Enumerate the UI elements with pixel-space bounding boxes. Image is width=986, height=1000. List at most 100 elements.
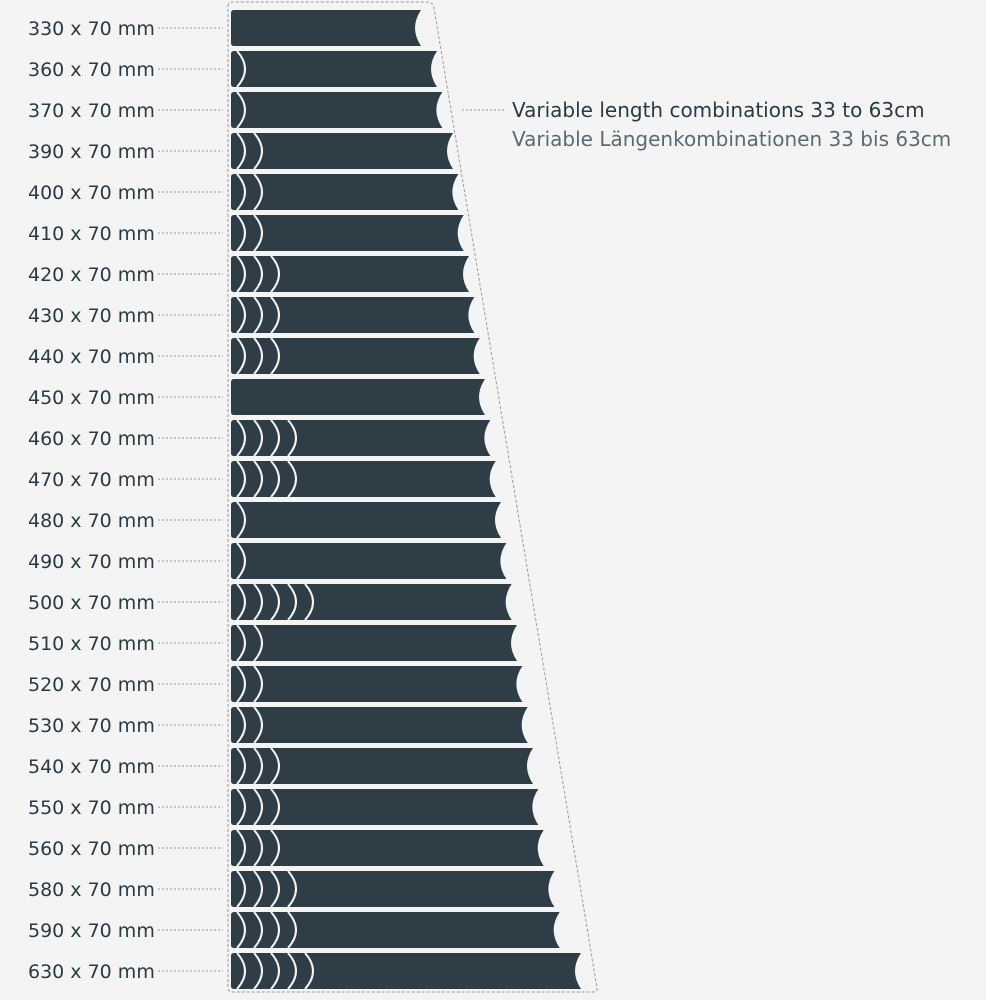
segment-joint xyxy=(236,952,246,990)
segment-joint xyxy=(253,419,263,457)
strip xyxy=(231,666,523,702)
segment-joint xyxy=(236,870,246,908)
segment-joint xyxy=(253,583,263,621)
strip xyxy=(231,133,453,169)
segment-joint xyxy=(236,501,246,539)
strip xyxy=(231,789,539,825)
segment-joint xyxy=(253,337,263,375)
row-label: 360 x 70 mm xyxy=(28,59,155,81)
segment-joint xyxy=(253,214,263,252)
segment-joint xyxy=(253,829,263,867)
segment-joint xyxy=(253,460,263,498)
segment-joint xyxy=(236,583,246,621)
segment-joint xyxy=(304,952,314,990)
segment-joint xyxy=(304,583,314,621)
row-label: 560 x 70 mm xyxy=(28,838,155,860)
segment-joint xyxy=(253,870,263,908)
strip xyxy=(231,748,533,784)
row-label: 460 x 70 mm xyxy=(28,428,155,450)
row-label: 390 x 70 mm xyxy=(28,141,155,163)
segment-joint xyxy=(253,296,263,334)
segment-joint xyxy=(287,911,297,949)
segment-joint xyxy=(253,706,263,744)
segment-joint xyxy=(236,665,246,703)
segment-joint xyxy=(236,337,246,375)
row-label: 520 x 70 mm xyxy=(28,674,155,696)
segment-joint xyxy=(236,706,246,744)
strip xyxy=(231,338,480,374)
strip xyxy=(231,543,507,579)
segment-joint xyxy=(287,419,297,457)
row-label: 550 x 70 mm xyxy=(28,797,155,819)
segment-joint xyxy=(253,665,263,703)
strip xyxy=(231,51,437,87)
strip xyxy=(231,420,491,456)
segment-joint xyxy=(270,788,280,826)
strip xyxy=(231,297,475,333)
segment-joint xyxy=(253,624,263,662)
strip xyxy=(231,625,517,661)
segment-joint xyxy=(236,419,246,457)
strip xyxy=(231,256,469,292)
row-label: 420 x 70 mm xyxy=(28,264,155,286)
row-label: 430 x 70 mm xyxy=(28,305,155,327)
segment-joint xyxy=(270,337,280,375)
segment-joint xyxy=(270,583,280,621)
row-label: 540 x 70 mm xyxy=(28,756,155,778)
row-label: 410 x 70 mm xyxy=(28,223,155,245)
strip xyxy=(231,10,421,46)
segment-joint xyxy=(270,255,280,293)
segment-joint xyxy=(287,870,297,908)
range-outline xyxy=(227,1,598,993)
segment-joint xyxy=(270,952,280,990)
strip xyxy=(231,92,443,128)
segment-joint xyxy=(253,911,263,949)
segment-joint xyxy=(253,255,263,293)
strip xyxy=(231,584,512,620)
strip xyxy=(231,912,560,948)
segment-joint xyxy=(270,829,280,867)
segment-joint xyxy=(253,952,263,990)
caption-german: Variable Längenkombinationen 33 bis 63cm xyxy=(512,127,951,151)
strip xyxy=(231,953,581,989)
segment-joint xyxy=(236,747,246,785)
strip xyxy=(231,871,555,907)
strip xyxy=(231,174,459,210)
segment-joint xyxy=(287,952,297,990)
row-label: 510 x 70 mm xyxy=(28,633,155,655)
row-label: 500 x 70 mm xyxy=(28,592,155,614)
segment-joint xyxy=(270,419,280,457)
segment-joint xyxy=(236,788,246,826)
row-label: 400 x 70 mm xyxy=(28,182,155,204)
strip xyxy=(231,215,464,251)
row-label: 490 x 70 mm xyxy=(28,551,155,573)
segment-joint xyxy=(253,173,263,211)
row-label: 480 x 70 mm xyxy=(28,510,155,532)
segment-joint xyxy=(270,747,280,785)
segment-joint xyxy=(236,173,246,211)
caption-english: Variable length combinations 33 to 63cm xyxy=(512,98,925,122)
row-label: 630 x 70 mm xyxy=(28,961,155,983)
segment-joint xyxy=(270,870,280,908)
segment-joint xyxy=(253,788,263,826)
row-label: 470 x 70 mm xyxy=(28,469,155,491)
segment-joint xyxy=(270,296,280,334)
segment-joint xyxy=(270,460,280,498)
segment-joint xyxy=(236,829,246,867)
row-label: 450 x 70 mm xyxy=(28,387,155,409)
segment-joint xyxy=(270,911,280,949)
strip xyxy=(231,830,544,866)
strip-rows: 330 x 70 mm 360 x 70 mm 370 x 70 mm 390 x 7… xyxy=(28,10,581,990)
strip xyxy=(231,379,485,415)
segment-joint xyxy=(236,132,246,170)
segment-joint xyxy=(253,747,263,785)
segment-joint xyxy=(236,214,246,252)
row-label: 590 x 70 mm xyxy=(28,920,155,942)
segment-joint xyxy=(236,50,246,88)
row-label: 580 x 70 mm xyxy=(28,879,155,901)
segment-joint xyxy=(236,296,246,334)
row-label: 530 x 70 mm xyxy=(28,715,155,737)
segment-joint xyxy=(236,91,246,129)
segment-joint xyxy=(287,460,297,498)
